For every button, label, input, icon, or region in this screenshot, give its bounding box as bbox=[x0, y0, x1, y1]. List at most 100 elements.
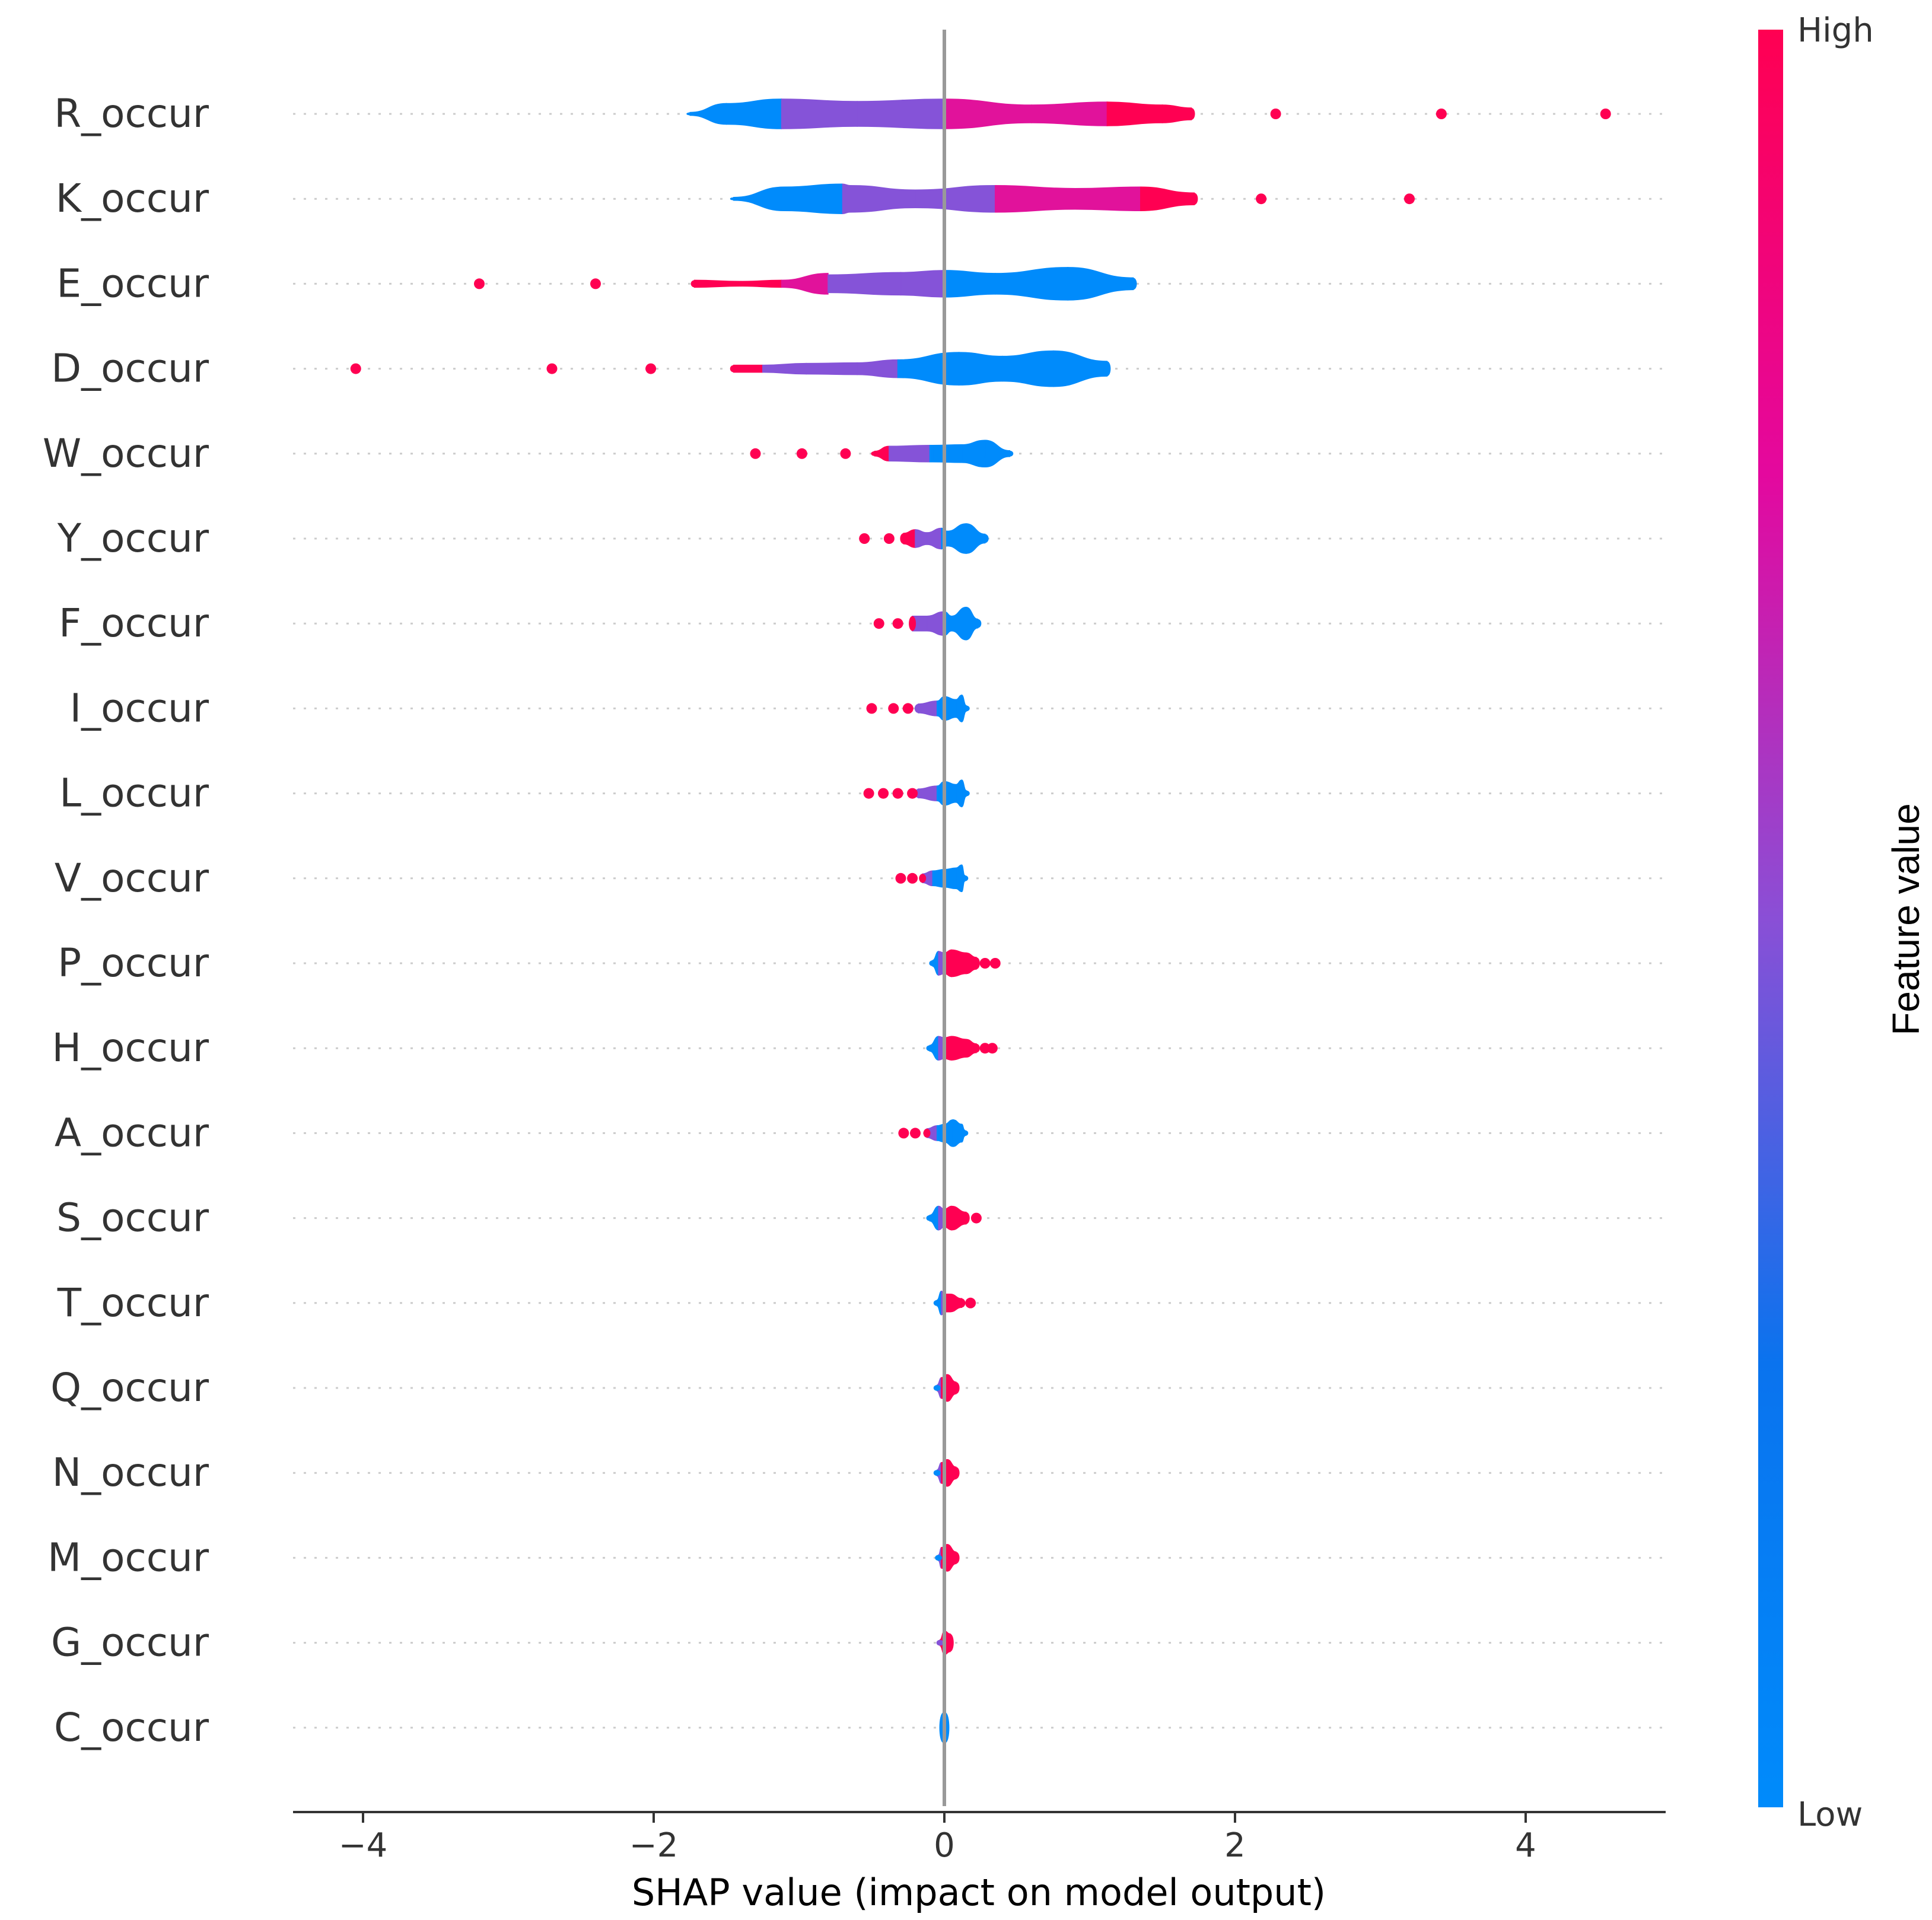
violin-segment bbox=[889, 445, 931, 463]
outlier-point bbox=[888, 703, 899, 714]
violin-cap bbox=[730, 197, 737, 200]
violin-segment bbox=[926, 611, 945, 636]
feature-label: V_occur bbox=[55, 855, 209, 901]
feature-label: A_occur bbox=[55, 1110, 209, 1155]
violin-segment bbox=[947, 523, 967, 554]
violin-segment bbox=[781, 273, 829, 295]
violin-Y_occur bbox=[859, 523, 989, 554]
violin-cap bbox=[871, 451, 879, 456]
violin-segment bbox=[952, 1119, 963, 1147]
outlier-point bbox=[989, 958, 1001, 969]
violin-cap bbox=[1191, 193, 1198, 205]
violin-W_occur bbox=[750, 440, 1014, 468]
violin-segment bbox=[849, 184, 916, 213]
feature-label: G_occur bbox=[51, 1620, 209, 1666]
violin-K_occur bbox=[730, 183, 1415, 214]
outlier-point bbox=[907, 873, 918, 884]
violin-cap bbox=[961, 1130, 969, 1136]
violin-cap bbox=[914, 703, 922, 713]
outlier-point bbox=[1256, 193, 1267, 205]
outlier-point bbox=[796, 448, 807, 459]
violin-cap bbox=[933, 1385, 941, 1391]
violin-segment bbox=[1002, 350, 1054, 387]
violin-segment bbox=[995, 184, 1076, 213]
outlier-point bbox=[1600, 109, 1611, 119]
x-axis-title: SHAP value (impact on model output) bbox=[632, 1871, 1326, 1914]
outlier-point bbox=[878, 788, 889, 799]
violin-cap bbox=[952, 1382, 960, 1394]
violin-segment bbox=[740, 279, 782, 288]
feature-label: Q_occur bbox=[50, 1365, 209, 1410]
outlier-point bbox=[892, 788, 903, 799]
outlier-point bbox=[965, 1297, 976, 1308]
violin-S_occur bbox=[926, 1205, 982, 1231]
violin-segment bbox=[915, 529, 928, 548]
violin-cap bbox=[981, 534, 989, 543]
violin-segment bbox=[951, 949, 967, 977]
outlier-point bbox=[863, 788, 874, 799]
outlier-point bbox=[910, 1128, 921, 1139]
outlier-point bbox=[1270, 109, 1281, 119]
violin-segment bbox=[955, 864, 963, 893]
violin-cap bbox=[919, 874, 927, 883]
violin-cap bbox=[972, 1043, 980, 1053]
violin-segment bbox=[784, 183, 844, 214]
colorbar-title: Feature value bbox=[1885, 803, 1927, 1035]
feature-label: M_occur bbox=[47, 1534, 209, 1580]
violin-segment bbox=[932, 444, 963, 463]
feature-label: E_occur bbox=[56, 260, 209, 306]
violin-H_occur bbox=[926, 1036, 998, 1061]
outlier-point bbox=[866, 703, 877, 714]
outlier-point bbox=[750, 448, 761, 459]
violin-segment bbox=[961, 440, 986, 468]
violin-cap bbox=[962, 1212, 970, 1224]
violin-segment bbox=[689, 103, 727, 125]
violin-segment bbox=[955, 779, 963, 807]
violin-segment bbox=[995, 267, 1068, 301]
violin-segment bbox=[951, 1036, 967, 1061]
feature-label: R_occur bbox=[54, 91, 209, 136]
violin-cap bbox=[1006, 450, 1014, 457]
outlier-point bbox=[986, 1043, 998, 1054]
violins bbox=[350, 98, 1611, 1743]
violin-segment bbox=[781, 98, 858, 129]
feature-label: P_occur bbox=[58, 940, 209, 986]
violin-R_occur bbox=[686, 98, 1611, 129]
violin-segment bbox=[1067, 267, 1134, 301]
violin-cap bbox=[1129, 278, 1137, 290]
feature-label: K_occur bbox=[56, 176, 209, 221]
outlier-point bbox=[1404, 193, 1415, 205]
outlier-point bbox=[645, 363, 657, 374]
x-tick-label: −2 bbox=[629, 1826, 679, 1865]
outlier-point bbox=[873, 618, 884, 629]
outlier-point bbox=[883, 533, 895, 544]
violin-Q_occur bbox=[933, 1374, 960, 1402]
violin-segment bbox=[857, 98, 945, 129]
violin-segment bbox=[1161, 104, 1192, 123]
x-tick-label: −4 bbox=[339, 1826, 388, 1865]
violin-V_occur bbox=[895, 864, 969, 893]
violin-segment bbox=[1140, 186, 1195, 211]
colorbar-low-label: Low bbox=[1797, 1795, 1863, 1834]
x-tick-label: 0 bbox=[934, 1826, 955, 1865]
violin-segment bbox=[733, 186, 785, 211]
violin-segment bbox=[733, 364, 763, 373]
violin-cap bbox=[952, 1552, 960, 1564]
outlier-point bbox=[474, 278, 485, 289]
violin-segment bbox=[842, 183, 851, 214]
violin-segment bbox=[944, 98, 1032, 129]
violin-cap bbox=[923, 1128, 931, 1138]
outlier-point bbox=[979, 958, 991, 969]
outlier-point bbox=[898, 1128, 909, 1139]
colorbar-high-label: High bbox=[1797, 11, 1874, 50]
violin-cap bbox=[933, 1300, 941, 1306]
violin-segment bbox=[1074, 186, 1141, 211]
violin-segment bbox=[955, 695, 963, 722]
violin-cap bbox=[909, 616, 916, 631]
violin-F_occur bbox=[873, 606, 982, 641]
outlier-point bbox=[892, 618, 903, 629]
feature-label: W_occur bbox=[43, 431, 209, 476]
feature-label: S_occur bbox=[56, 1195, 209, 1241]
outlier-point bbox=[1436, 109, 1447, 119]
